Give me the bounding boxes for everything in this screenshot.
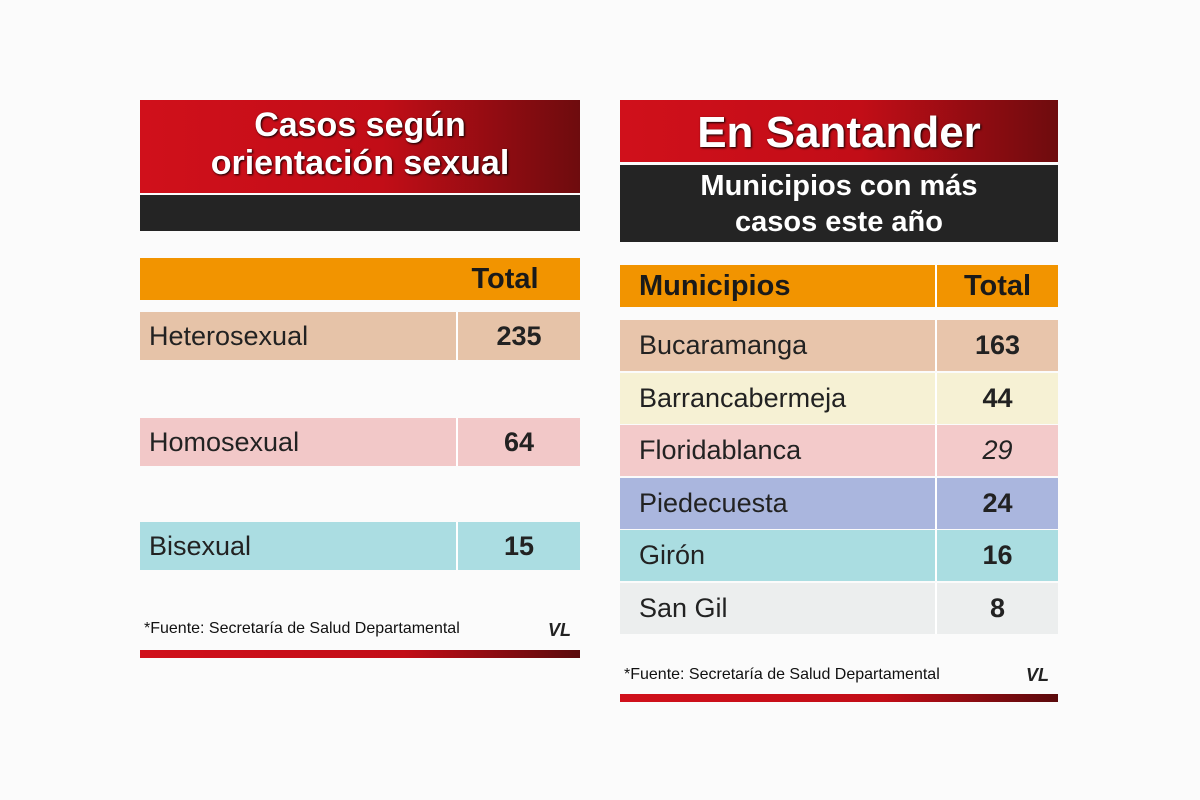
label-cell: Girón	[639, 540, 706, 570]
label-cell: Barrancabermeja	[639, 382, 847, 413]
logo: VL	[1026, 665, 1050, 685]
footer-line	[140, 650, 580, 658]
value-cell: 235	[456, 312, 580, 360]
header-cell: Total	[935, 265, 1058, 307]
value-cell: 16	[935, 530, 1058, 581]
table-header	[620, 265, 1058, 307]
subtitle-line: Municipios con más	[700, 170, 978, 202]
table-row	[140, 312, 580, 360]
dark-bar	[140, 195, 580, 231]
table-header	[140, 258, 580, 300]
logo: VL	[548, 620, 572, 640]
table-row	[620, 530, 1058, 581]
label-cell: Piedecuesta	[639, 487, 788, 518]
label-cell: San Gil	[639, 592, 728, 623]
table-row	[620, 425, 1058, 476]
value-cell: 64	[456, 418, 580, 466]
value-cell: 44	[935, 372, 1058, 424]
label-cell: Homosexual	[149, 426, 300, 457]
source: *Fuente: Secretaría de Salud Departament…	[624, 666, 940, 683]
value-cell: 29	[935, 425, 1058, 476]
title: En Santander	[697, 108, 981, 157]
table-row	[620, 582, 1058, 634]
table-row	[620, 477, 1058, 529]
label-cell: Floridablanca	[639, 435, 802, 465]
value-cell: 8	[935, 582, 1058, 634]
table-row	[620, 320, 1058, 371]
label-cell: Bisexual	[149, 530, 252, 561]
table-row	[140, 418, 580, 466]
title-box	[140, 100, 580, 193]
subtitle: Municipios con más casos este año	[620, 168, 1058, 240]
title-box	[620, 100, 1058, 162]
header-cell: Municipios	[639, 269, 791, 302]
title-line: orientación sexual	[210, 144, 510, 182]
label-cell: Bucaramanga	[639, 330, 808, 360]
value-cell: 15	[456, 522, 580, 570]
table-row	[620, 372, 1058, 424]
header-cell: Total	[471, 262, 539, 295]
title: Casos según orientación sexual	[140, 106, 580, 182]
value-cell: 24	[935, 477, 1058, 529]
value-cell: 163	[935, 320, 1058, 371]
subtitle-box	[620, 165, 1058, 242]
label-cell: Heterosexual	[149, 320, 309, 351]
title-line: Casos según	[254, 106, 466, 144]
source: *Fuente: Secretaría de Salud Departament…	[144, 620, 460, 637]
table-row	[140, 522, 580, 570]
subtitle-line: casos este año	[735, 206, 943, 238]
footer-line	[620, 694, 1058, 702]
